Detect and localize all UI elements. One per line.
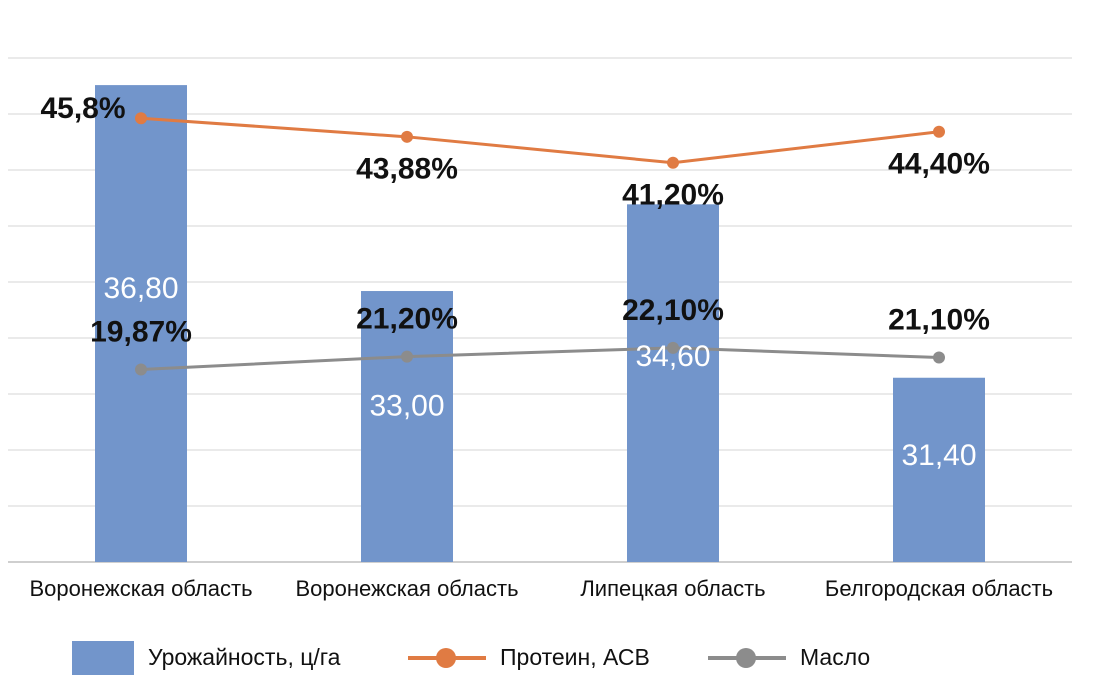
bar-value-label: 34,60 (635, 340, 710, 373)
oil-point (933, 351, 945, 364)
legend-item-protein: Протеин, АСВ (408, 630, 650, 685)
protein-point (667, 156, 679, 169)
protein-line (140, 116, 940, 165)
x-axis-tick-labels: Воронежская область Воронежская область Ли… (29, 576, 1053, 601)
protein-value-label: 44,40% (888, 148, 990, 181)
data-labels: 36,80 33,00 34,60 31,40 45,8% 43,88% 41,20% 44,… (40, 92, 989, 472)
x-tick-label: Белгородская область (825, 576, 1053, 601)
legend-swatch-oil (708, 647, 786, 668)
oil-point (135, 363, 147, 376)
chart: 36,80 33,00 34,60 31,40 45,8% 43,88% 41,20% 44,… (8, 57, 1072, 601)
oil-line (140, 346, 940, 371)
bars (95, 85, 985, 563)
legend-item-yield: Урожайность, ц/га (72, 630, 340, 685)
oil-value-label: 22,10% (622, 294, 724, 327)
protein-value-label: 43,88% (356, 153, 458, 186)
legend-swatch-bar (72, 640, 134, 675)
protein-point (933, 125, 945, 138)
legend-label-protein: Протеин, АСВ (500, 644, 650, 670)
bar-value-label: 33,00 (369, 389, 444, 422)
protein-value-label: 41,20% (622, 179, 724, 212)
bar-value-label: 36,80 (103, 272, 178, 305)
bar (893, 377, 985, 562)
oil-point (401, 350, 413, 363)
oil-value-label: 19,87% (90, 315, 192, 348)
oil-point (667, 341, 679, 354)
legend-swatch-protein (408, 647, 486, 668)
legend-label-yield: Урожайность, ц/га (148, 644, 341, 670)
bar-value-label: 31,40 (901, 439, 976, 472)
oil-value-label: 21,10% (888, 303, 990, 336)
protein-value-label: 45,8% (40, 92, 125, 125)
legend: Урожайность, ц/га Протеин, АСВ Масло (0, 630, 1100, 685)
bar (627, 204, 719, 563)
protein-point (401, 130, 413, 143)
x-tick-label: Воронежская область (29, 576, 252, 601)
x-tick-label: Воронежская область (295, 576, 518, 601)
bar (361, 291, 453, 562)
x-tick-label: Липецкая область (580, 576, 765, 601)
oil-value-label: 21,20% (356, 303, 458, 336)
lines (135, 112, 945, 376)
legend-label-oil: Масло (800, 644, 871, 670)
protein-point (135, 112, 147, 125)
bar (95, 85, 187, 562)
legend-item-oil: Масло (708, 630, 870, 685)
